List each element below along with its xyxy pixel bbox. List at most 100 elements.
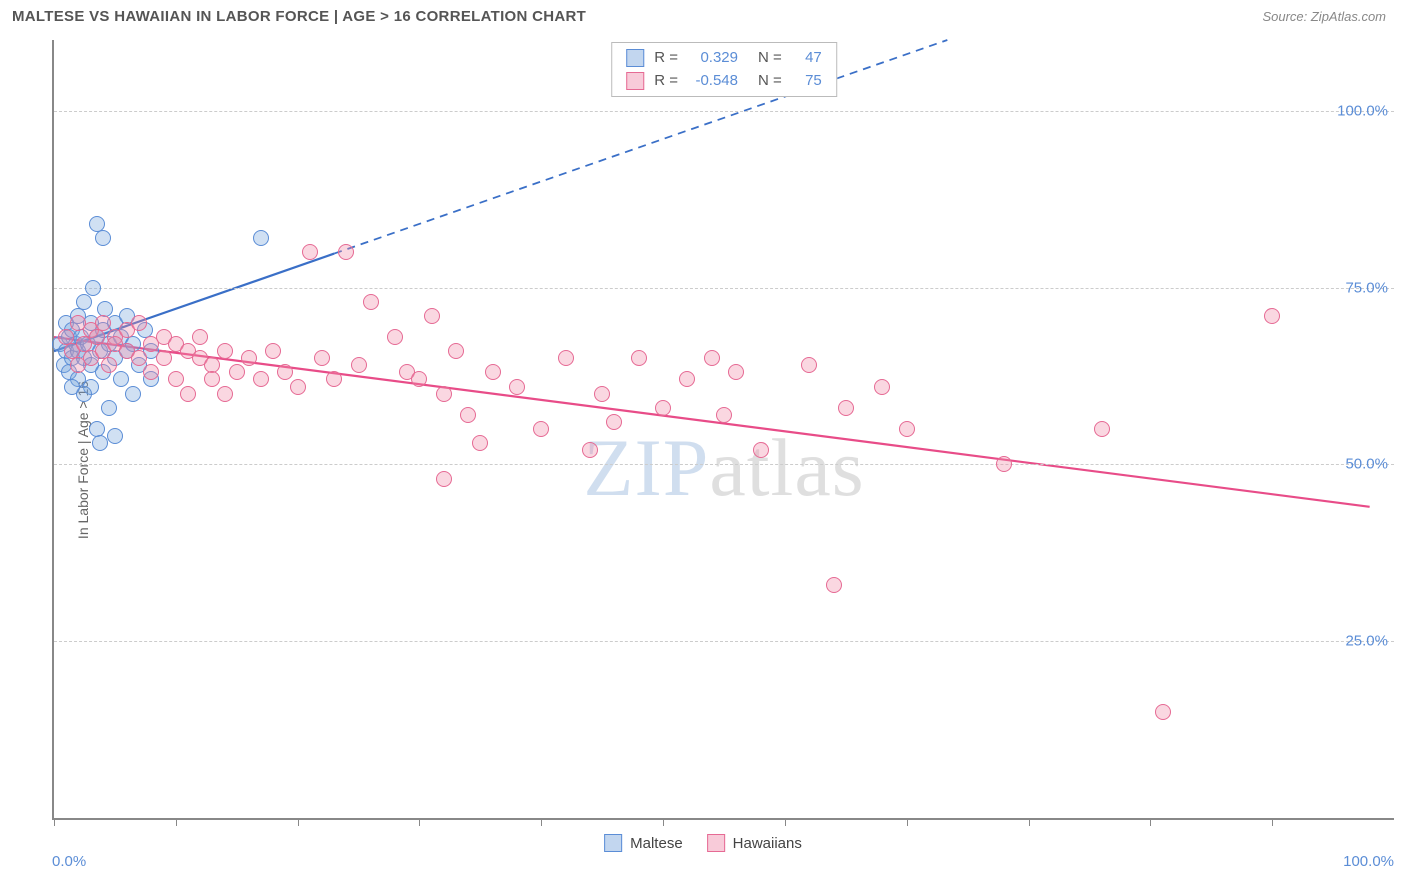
data-point <box>192 329 208 345</box>
data-point <box>143 364 159 380</box>
data-point <box>302 244 318 260</box>
data-point <box>387 329 403 345</box>
data-point <box>411 371 427 387</box>
watermark-part2: atlas <box>709 422 864 513</box>
data-point <box>899 421 915 437</box>
data-point <box>131 315 147 331</box>
data-point <box>351 357 367 373</box>
data-point <box>1264 308 1280 324</box>
data-point <box>85 280 101 296</box>
data-point <box>801 357 817 373</box>
legend-swatch-hawaiians <box>626 72 644 90</box>
data-point <box>101 357 117 373</box>
data-point <box>265 343 281 359</box>
legend-swatch-hawaiians <box>707 834 725 852</box>
data-point <box>314 350 330 366</box>
data-point <box>131 350 147 366</box>
n-label: N = <box>758 47 782 70</box>
series-legend-label: Maltese <box>630 835 683 852</box>
data-point <box>716 407 732 423</box>
n-value: 47 <box>792 47 822 70</box>
data-point <box>728 364 744 380</box>
plot-area: ZIPatlas R = 0.329 N = 47 R = -0.548 N =… <box>52 40 1394 820</box>
correlation-legend-row: R = 0.329 N = 47 <box>626 47 822 70</box>
r-label: R = <box>654 47 678 70</box>
legend-swatch-maltese <box>626 49 644 67</box>
data-point <box>594 386 610 402</box>
x-axis-min-label: 0.0% <box>52 853 86 870</box>
data-point <box>753 442 769 458</box>
r-value: -0.548 <box>688 70 738 93</box>
x-tick <box>176 818 177 826</box>
chart-title: MALTESE VS HAWAIIAN IN LABOR FORCE | AGE… <box>12 8 586 25</box>
r-value: 0.329 <box>688 47 738 70</box>
data-point <box>363 294 379 310</box>
data-point <box>655 400 671 416</box>
data-point <box>92 435 108 451</box>
data-point <box>704 350 720 366</box>
x-tick <box>907 818 908 826</box>
chart-header: MALTESE VS HAWAIIAN IN LABOR FORCE | AGE… <box>0 0 1406 29</box>
correlation-legend-row: R = -0.548 N = 75 <box>626 70 822 93</box>
y-tick-label: 50.0% <box>1345 456 1388 473</box>
data-point <box>217 343 233 359</box>
data-point <box>64 379 80 395</box>
data-point <box>229 364 245 380</box>
data-point <box>606 414 622 430</box>
gridline <box>54 641 1394 642</box>
data-point <box>436 386 452 402</box>
data-point <box>107 428 123 444</box>
data-point <box>533 421 549 437</box>
data-point <box>460 407 476 423</box>
y-tick-label: 100.0% <box>1337 102 1388 119</box>
data-point <box>156 350 172 366</box>
x-tick <box>541 818 542 826</box>
n-label: N = <box>758 70 782 93</box>
series-legend: Maltese Hawaiians <box>604 834 802 852</box>
chart-container: In Labor Force | Age > 16 ZIPatlas R = 0… <box>12 40 1394 880</box>
y-tick-label: 75.0% <box>1345 279 1388 296</box>
data-point <box>338 244 354 260</box>
data-point <box>436 471 452 487</box>
data-point <box>448 343 464 359</box>
x-tick <box>298 818 299 826</box>
data-point <box>95 230 111 246</box>
watermark: ZIPatlas <box>583 421 864 515</box>
data-point <box>95 315 111 331</box>
data-point <box>204 371 220 387</box>
data-point <box>76 294 92 310</box>
gridline <box>54 111 1394 112</box>
data-point <box>113 371 129 387</box>
r-label: R = <box>654 70 678 93</box>
data-point <box>838 400 854 416</box>
data-point <box>290 379 306 395</box>
data-point <box>241 350 257 366</box>
data-point <box>582 442 598 458</box>
data-point <box>1094 421 1110 437</box>
data-point <box>180 386 196 402</box>
series-legend-item: Hawaiians <box>707 834 802 852</box>
data-point <box>326 371 342 387</box>
trend-lines-layer <box>54 40 1394 818</box>
x-tick <box>419 818 420 826</box>
series-legend-label: Hawaiians <box>733 835 802 852</box>
chart-source: Source: ZipAtlas.com <box>1262 9 1386 24</box>
data-point <box>253 371 269 387</box>
n-value: 75 <box>792 70 822 93</box>
y-tick-label: 25.0% <box>1345 633 1388 650</box>
x-tick <box>54 818 55 826</box>
series-legend-item: Maltese <box>604 834 683 852</box>
data-point <box>509 379 525 395</box>
x-axis-max-label: 100.0% <box>1343 853 1394 870</box>
data-point <box>424 308 440 324</box>
watermark-part1: ZIP <box>583 422 709 513</box>
data-point <box>874 379 890 395</box>
x-tick <box>1029 818 1030 826</box>
data-point <box>277 364 293 380</box>
x-tick <box>1272 818 1273 826</box>
data-point <box>168 371 184 387</box>
data-point <box>996 456 1012 472</box>
x-tick <box>1150 818 1151 826</box>
correlation-legend: R = 0.329 N = 47 R = -0.548 N = 75 <box>611 42 837 97</box>
gridline <box>54 464 1394 465</box>
